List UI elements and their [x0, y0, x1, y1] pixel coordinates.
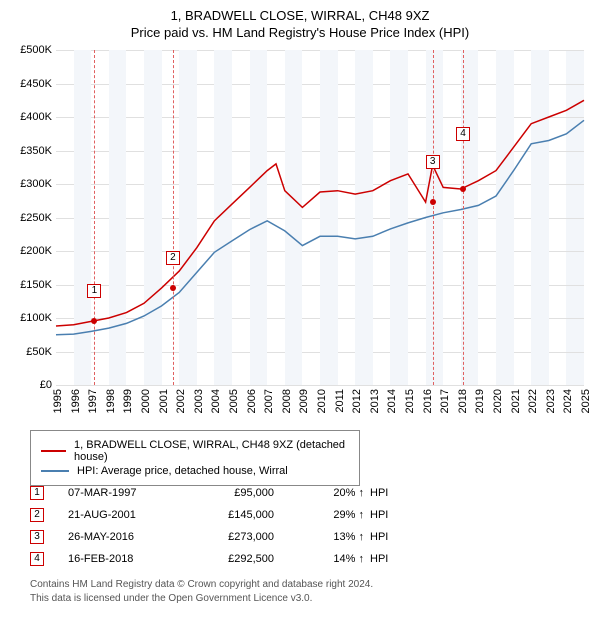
transaction-number: 2	[30, 508, 44, 522]
transaction-dot	[170, 285, 176, 291]
chart: £0 £50K £100K £150K £200K £250K £300K £350K £400…	[8, 50, 592, 420]
transaction-dot	[460, 186, 466, 192]
transaction-marker: 2	[166, 251, 180, 265]
x-tick-label: 2018	[457, 389, 469, 413]
x-tick-label: 2013	[369, 389, 381, 413]
legend-swatch	[41, 470, 69, 472]
x-tick-label: 1995	[52, 389, 64, 413]
chart-title: 1, BRADWELL CLOSE, WIRRAL, CH48 9XZ	[0, 0, 600, 23]
transaction-marker: 1	[87, 284, 101, 298]
transaction-marker: 3	[426, 155, 440, 169]
series-line	[56, 100, 584, 326]
table-row: 221-AUG-2001£145,00029% ↑HPI	[30, 504, 414, 526]
page: 1, BRADWELL CLOSE, WIRRAL, CH48 9XZ Pric…	[0, 0, 600, 620]
x-tick-label: 2022	[527, 389, 539, 413]
x-tick-label: 1998	[105, 389, 117, 413]
x-tick-label: 1999	[122, 389, 134, 413]
transaction-tag: HPI	[364, 487, 414, 499]
legend-label: 1, BRADWELL CLOSE, WIRRAL, CH48 9XZ (det…	[74, 439, 349, 463]
transaction-pct: 13% ↑	[274, 531, 364, 543]
x-tick-label: 2004	[210, 389, 222, 413]
transaction-marker: 4	[456, 127, 470, 141]
x-tick-label: 2017	[439, 389, 451, 413]
x-tick-label: 2019	[474, 389, 486, 413]
x-tick-label: 2009	[298, 389, 310, 413]
transaction-marker-line	[433, 50, 434, 385]
y-tick-label: £350K	[20, 145, 52, 157]
transaction-number: 1	[30, 486, 44, 500]
footer-line: This data is licensed under the Open Gov…	[30, 592, 373, 606]
y-axis: £0£50K£100K£150K£200K£250K£300K£350K£400…	[8, 50, 56, 385]
transaction-date: 21-AUG-2001	[44, 509, 174, 521]
x-tick-label: 2014	[386, 389, 398, 413]
transaction-number: 4	[30, 552, 44, 566]
legend-label: HPI: Average price, detached house, Wirr…	[77, 465, 288, 477]
x-tick-label: 2005	[228, 389, 240, 413]
transaction-pct: 29% ↑	[274, 509, 364, 521]
legend-row: 1, BRADWELL CLOSE, WIRRAL, CH48 9XZ (det…	[41, 439, 349, 463]
x-tick-label: 2003	[193, 389, 205, 413]
y-tick-label: £50K	[26, 346, 52, 358]
transaction-marker-line	[94, 50, 95, 385]
transaction-dot	[91, 318, 97, 324]
x-tick-label: 2025	[580, 389, 592, 413]
transaction-table: 107-MAR-1997£95,00020% ↑HPI221-AUG-2001£…	[30, 482, 414, 570]
transaction-number: 3	[30, 530, 44, 544]
x-tick-label: 2002	[175, 389, 187, 413]
y-tick-label: £400K	[20, 111, 52, 123]
y-tick-label: £450K	[20, 78, 52, 90]
x-tick-label: 2011	[334, 389, 346, 413]
x-tick-label: 2012	[351, 389, 363, 413]
transaction-date: 26-MAY-2016	[44, 531, 174, 543]
transaction-dot	[430, 199, 436, 205]
transaction-tag: HPI	[364, 531, 414, 543]
transaction-price: £95,000	[174, 487, 274, 499]
legend-row: HPI: Average price, detached house, Wirr…	[41, 465, 349, 477]
series-line	[56, 120, 584, 334]
x-tick-label: 2021	[510, 389, 522, 413]
series-svg	[56, 50, 584, 385]
chart-subtitle: Price paid vs. HM Land Registry's House …	[0, 23, 600, 40]
y-tick-label: £300K	[20, 178, 52, 190]
legend: 1, BRADWELL CLOSE, WIRRAL, CH48 9XZ (det…	[30, 430, 360, 486]
x-tick-label: 2006	[246, 389, 258, 413]
x-tick-label: 1996	[70, 389, 82, 413]
x-tick-label: 2016	[422, 389, 434, 413]
y-tick-label: £200K	[20, 245, 52, 257]
table-row: 326-MAY-2016£273,00013% ↑HPI	[30, 526, 414, 548]
y-tick-label: £100K	[20, 312, 52, 324]
footer: Contains HM Land Registry data © Crown c…	[30, 578, 373, 605]
x-axis: 1995199619971998199920002001200220032004…	[56, 385, 584, 420]
x-tick-label: 2008	[281, 389, 293, 413]
transaction-pct: 20% ↑	[274, 487, 364, 499]
transaction-price: £145,000	[174, 509, 274, 521]
x-tick-label: 2023	[545, 389, 557, 413]
transaction-tag: HPI	[364, 509, 414, 521]
transaction-date: 07-MAR-1997	[44, 487, 174, 499]
x-tick-label: 2001	[158, 389, 170, 413]
transaction-price: £273,000	[174, 531, 274, 543]
x-tick-label: 2000	[140, 389, 152, 413]
x-tick-label: 2024	[562, 389, 574, 413]
x-tick-label: 2020	[492, 389, 504, 413]
transaction-tag: HPI	[364, 553, 414, 565]
y-tick-label: £150K	[20, 279, 52, 291]
transaction-price: £292,500	[174, 553, 274, 565]
x-tick-label: 2015	[404, 389, 416, 413]
x-tick-label: 1997	[87, 389, 99, 413]
x-tick-label: 2010	[316, 389, 328, 413]
transaction-marker-line	[463, 50, 464, 385]
plot-area: 1 2 3 4	[56, 50, 584, 385]
x-tick-label: 2007	[263, 389, 275, 413]
footer-line: Contains HM Land Registry data © Crown c…	[30, 578, 373, 592]
table-row: 107-MAR-1997£95,00020% ↑HPI	[30, 482, 414, 504]
transaction-marker-line	[173, 50, 174, 385]
transaction-date: 16-FEB-2018	[44, 553, 174, 565]
y-tick-label: £250K	[20, 212, 52, 224]
transaction-pct: 14% ↑	[274, 553, 364, 565]
y-tick-label: £0	[40, 379, 52, 391]
legend-swatch	[41, 450, 66, 452]
table-row: 416-FEB-2018£292,50014% ↑HPI	[30, 548, 414, 570]
y-tick-label: £500K	[20, 44, 52, 56]
